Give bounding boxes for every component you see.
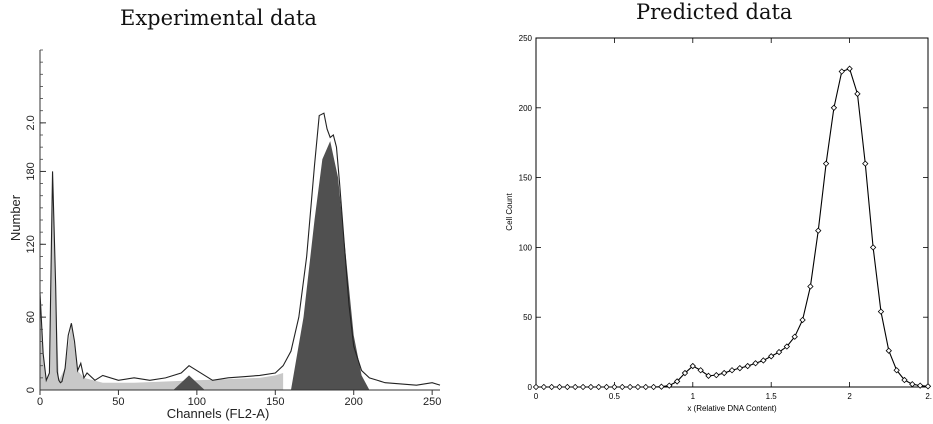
data-point — [673, 378, 681, 385]
data-point — [650, 383, 657, 391]
data-point — [540, 383, 548, 391]
data-point — [799, 316, 806, 324]
data-point — [556, 383, 563, 391]
y-tick-label: 0 — [25, 387, 37, 393]
data-point — [854, 90, 861, 98]
y-tick-label: 50 — [523, 313, 532, 322]
data-point — [924, 383, 932, 390]
data-point — [877, 308, 885, 315]
data-point — [658, 383, 665, 390]
left-chart-title: Experimental data — [120, 6, 317, 30]
data-point — [909, 381, 916, 388]
data-point — [791, 333, 798, 340]
y-tick-label: 100 — [519, 243, 533, 252]
data-point — [885, 347, 892, 354]
data-point — [815, 227, 822, 234]
data-point — [807, 283, 814, 290]
shaded-region-dark — [173, 375, 205, 390]
x-tick-label: 250 — [423, 396, 441, 408]
right-chart-title: Predicted data — [636, 0, 793, 24]
data-point — [916, 382, 924, 389]
x-tick-label: 150 — [266, 396, 284, 408]
data-point — [768, 353, 775, 360]
data-point — [760, 357, 767, 364]
x-tick-label: 0 — [37, 396, 43, 408]
y-tick-label: 2.0 — [25, 115, 37, 130]
data-point — [548, 383, 555, 391]
data-point — [862, 160, 869, 167]
x-tick-label: 0 — [534, 392, 539, 401]
data-point — [869, 244, 877, 251]
x-tick-label: 0.5 — [609, 392, 621, 401]
histogram-line — [39, 112, 441, 386]
y-axis-label: Number — [8, 194, 23, 241]
data-point — [838, 68, 845, 75]
y-tick-label: 200 — [519, 104, 533, 113]
x-tick-label: 1 — [691, 392, 696, 401]
data-point — [783, 343, 791, 350]
data-point — [720, 369, 728, 377]
series-line — [536, 68, 929, 388]
data-point — [666, 382, 673, 389]
plot-frame — [535, 37, 929, 388]
data-point — [681, 369, 689, 377]
data-point — [595, 383, 602, 391]
y-tick-label: 0 — [528, 383, 533, 392]
data-point — [830, 104, 838, 111]
data-point — [564, 383, 571, 391]
data-point — [744, 362, 751, 370]
data-point — [634, 383, 642, 391]
data-point — [619, 383, 626, 391]
x-tick-label: 100 — [188, 396, 206, 408]
data-point — [587, 383, 595, 391]
data-point — [893, 367, 900, 374]
shaded-region-dark — [290, 141, 370, 390]
data-point — [713, 371, 720, 379]
x-tick-label: 50 — [112, 396, 124, 408]
data-point — [626, 383, 634, 391]
x-axis-label: x (Relative DNA Content) — [687, 404, 777, 413]
x-tick-label: 200 — [345, 396, 363, 408]
data-point — [752, 360, 759, 367]
x-tick-label: 2 — [847, 392, 852, 401]
data-point — [603, 383, 610, 391]
data-point — [705, 372, 712, 379]
data-point — [697, 367, 704, 374]
y-tick-label: 150 — [519, 174, 533, 183]
data-point — [579, 383, 587, 391]
data-point — [736, 364, 744, 372]
y-tick-label: 250 — [519, 34, 533, 43]
data-point — [689, 362, 696, 370]
x-tick-label: 1.5 — [766, 392, 778, 401]
y-axis-label: Cell Count — [505, 193, 514, 231]
data-point — [901, 376, 908, 384]
y-tick-label: 120 — [25, 235, 37, 253]
data-point — [846, 65, 853, 72]
y-tick-label: 180 — [25, 162, 37, 180]
data-point — [775, 348, 783, 356]
data-point — [572, 383, 579, 391]
data-point — [642, 383, 649, 391]
x-axis-label: Channels (FL2-A) — [167, 406, 270, 421]
y-tick-label: 60 — [25, 311, 37, 323]
data-point — [611, 383, 618, 391]
data-point — [822, 160, 830, 167]
x-tick-label: 2. — [925, 392, 932, 401]
data-point — [532, 383, 540, 391]
data-point — [728, 367, 736, 374]
